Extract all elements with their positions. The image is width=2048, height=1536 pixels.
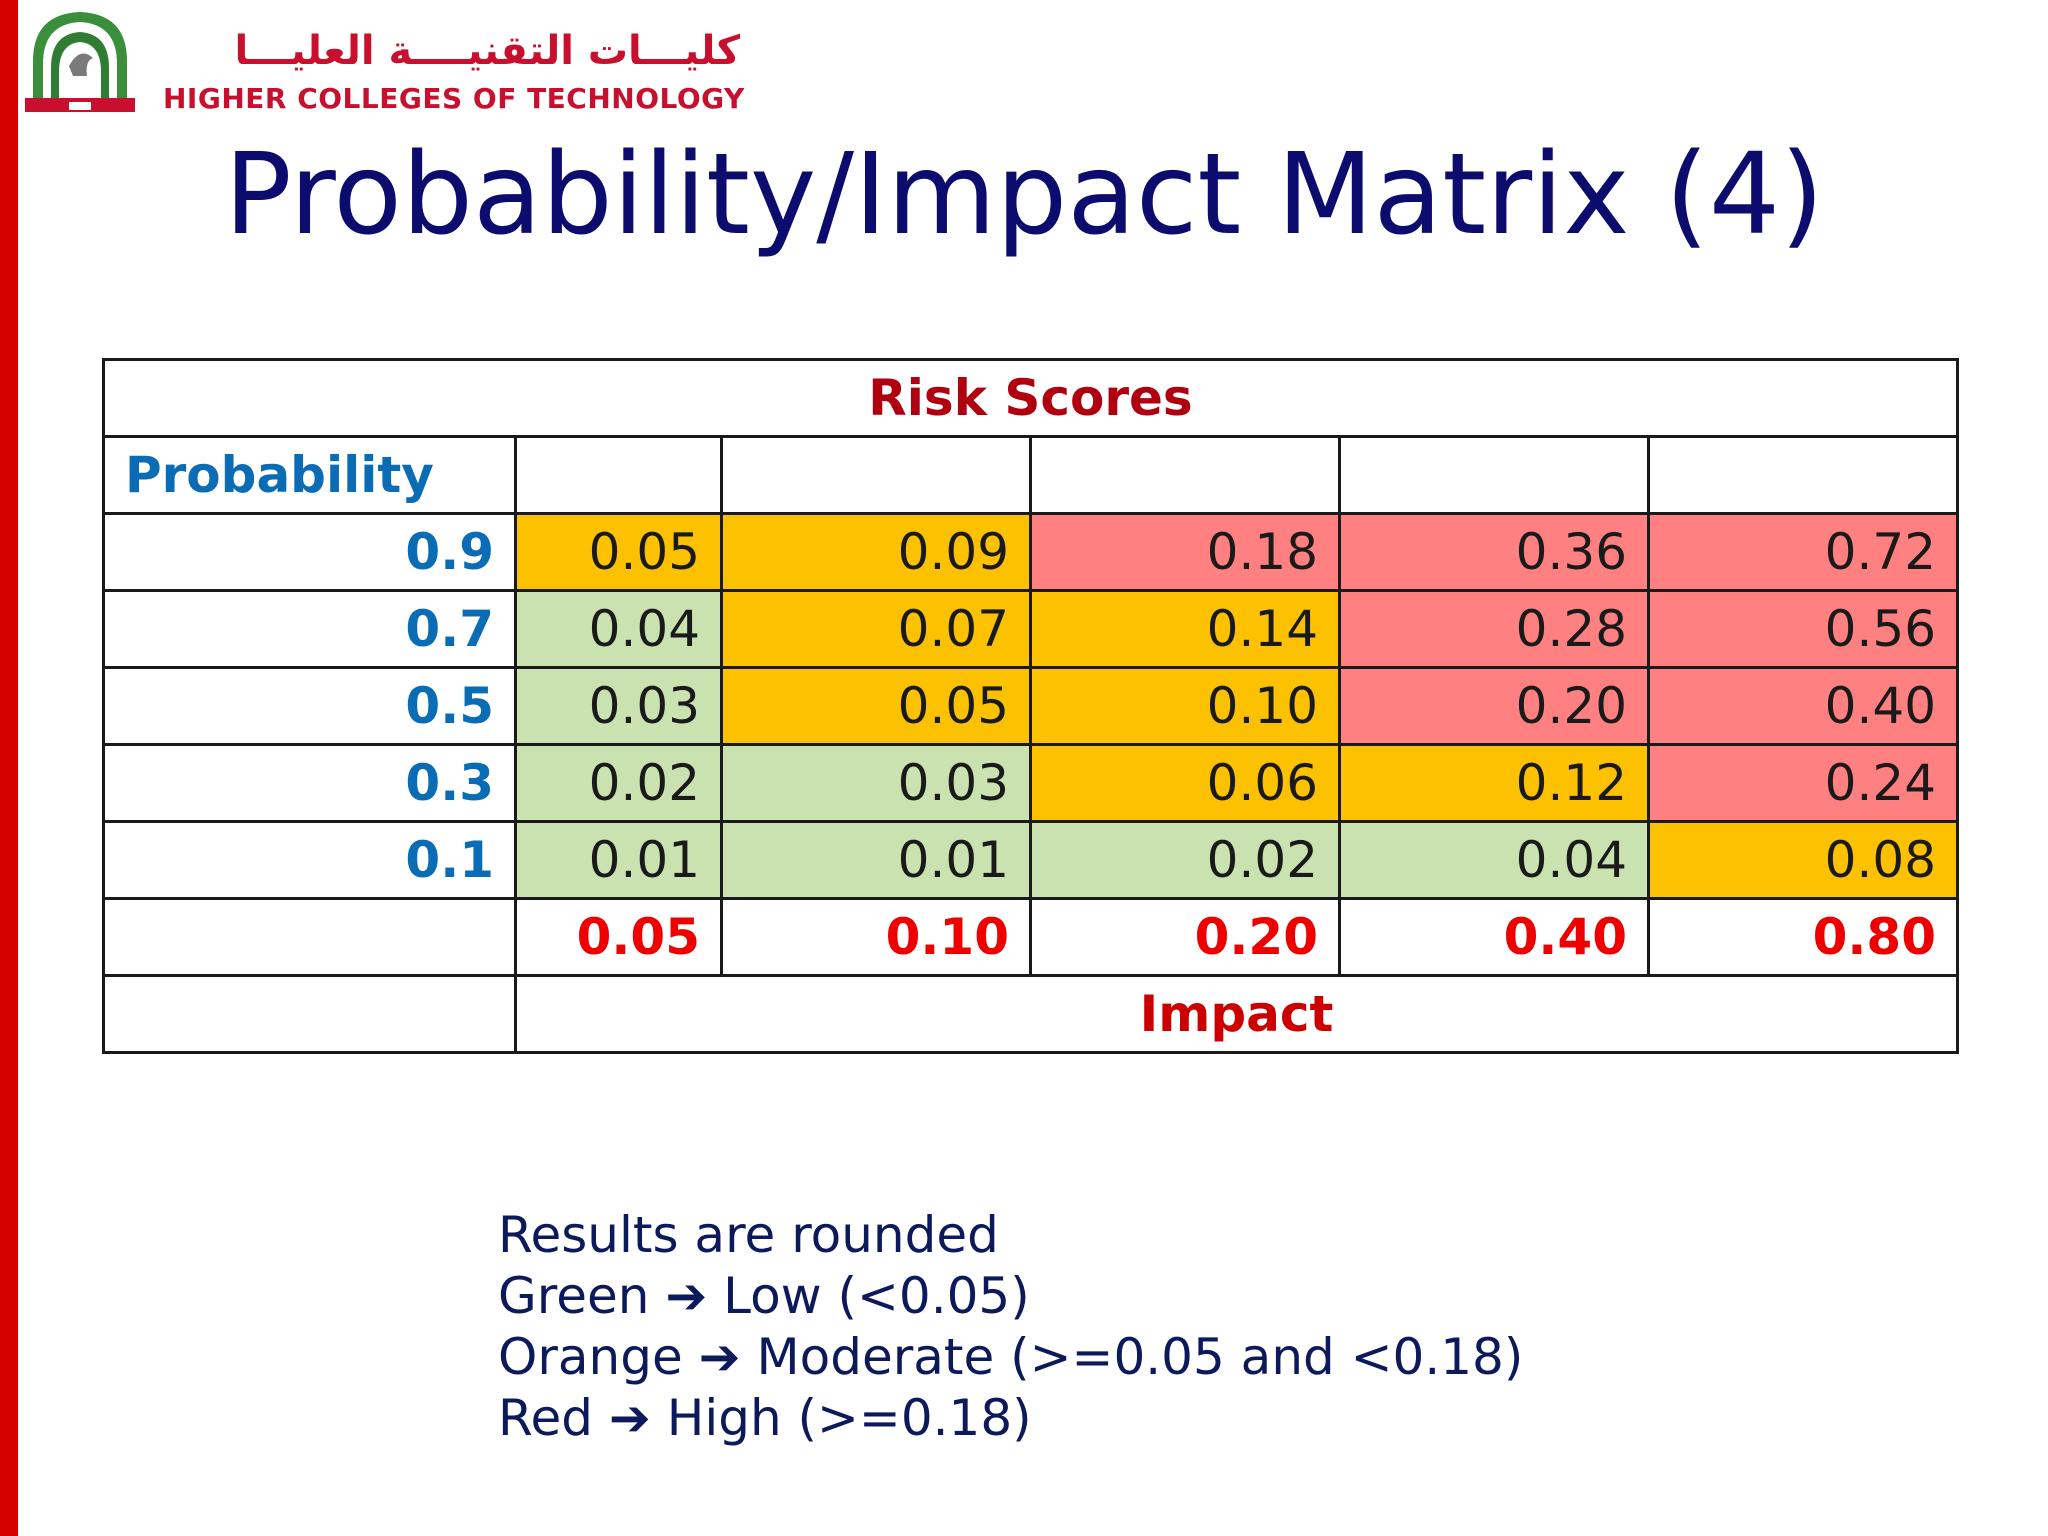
risk-score-cell: 0.18 (1029, 512, 1341, 592)
risk-score-cell: 0.01 (514, 820, 723, 900)
risk-score-cell: 0.10 (1029, 666, 1341, 746)
impact-values-row: 0.05 0.10 0.20 0.40 0.80 (102, 897, 1959, 977)
risk-score-cell: 0.05 (514, 512, 723, 592)
rounding-note: Results are rounded (498, 1205, 1698, 1266)
header-row: Risk Scores (102, 358, 1959, 438)
empty-cell (102, 897, 517, 977)
red-legend: Red ➔ High (>=0.18) (498, 1388, 1698, 1449)
risk-score-cell: 0.04 (1338, 820, 1650, 900)
orange-legend: Orange ➔ Moderate (>=0.05 and <0.18) (498, 1327, 1698, 1388)
risk-score-cell: 0.07 (720, 589, 1032, 669)
impact-value: 0.20 (1029, 897, 1341, 977)
left-accent-bar (0, 0, 18, 1536)
score-row: 0.3 0.02 0.03 0.06 0.12 0.24 (102, 743, 1959, 823)
empty-cell (1338, 435, 1650, 515)
high-description: High (>=0.18) (666, 1389, 1032, 1447)
logo-english-text: HIGHER COLLEGES OF TECHNOLOGY (163, 82, 745, 115)
risk-score-cell: 0.14 (1029, 589, 1341, 669)
empty-cell (1029, 435, 1341, 515)
risk-score-cell: 0.05 (720, 666, 1032, 746)
probability-value: 0.3 (102, 743, 517, 823)
impact-value: 0.40 (1338, 897, 1650, 977)
probability-value: 0.5 (102, 666, 517, 746)
risk-score-cell: 0.04 (514, 589, 723, 669)
college-logo: كليـــات التقنيــــة العليـــا HIGHER CO… (25, 6, 744, 116)
risk-score-cell: 0.72 (1647, 512, 1959, 592)
impact-label-row: Impact (102, 974, 1959, 1054)
impact-value: 0.10 (720, 897, 1032, 977)
moderate-description: Moderate (>=0.05 and <0.18) (756, 1328, 1524, 1386)
risk-score-cell: 0.12 (1338, 743, 1650, 823)
probability-value: 0.7 (102, 589, 517, 669)
risk-score-cell: 0.03 (514, 666, 723, 746)
score-row: 0.9 0.05 0.09 0.18 0.36 0.72 (102, 512, 1959, 592)
probability-value: 0.9 (102, 512, 517, 592)
risk-score-cell: 0.09 (720, 512, 1032, 592)
impact-label: Impact (514, 974, 1959, 1054)
college-emblem-icon (25, 12, 135, 112)
score-row: 0.1 0.01 0.01 0.02 0.04 0.08 (102, 820, 1959, 900)
risk-score-cell: 0.06 (1029, 743, 1341, 823)
slide-title: Probability/Impact Matrix (4) (224, 130, 1824, 260)
risk-score-cell: 0.08 (1647, 820, 1959, 900)
empty-cell (102, 974, 517, 1054)
risk-score-cell: 0.03 (720, 743, 1032, 823)
risk-score-cell: 0.28 (1338, 589, 1650, 669)
arrow-right-icon: ➔ (608, 1389, 651, 1447)
arrow-right-icon: ➔ (698, 1328, 741, 1386)
probability-label-row: Probability (102, 435, 1959, 515)
risk-matrix-table: Risk Scores Probability 0.9 0.05 0.09 0.18 0… (102, 358, 1959, 1054)
risk-score-cell: 0.36 (1338, 512, 1650, 592)
green-label: Green (498, 1267, 650, 1325)
risk-score-cell: 0.24 (1647, 743, 1959, 823)
score-row: 0.7 0.04 0.07 0.14 0.28 0.56 (102, 589, 1959, 669)
impact-value: 0.05 (514, 897, 723, 977)
probability-label: Probability (102, 435, 517, 515)
arrow-right-icon: ➔ (665, 1267, 708, 1325)
logo-arabic-text: كليـــات التقنيــــة العليـــا (234, 28, 740, 74)
empty-cell (720, 435, 1032, 515)
red-label: Red (498, 1389, 593, 1447)
risk-score-cell: 0.02 (1029, 820, 1341, 900)
risk-score-cell: 0.20 (1338, 666, 1650, 746)
risk-scores-header: Risk Scores (102, 358, 1959, 438)
low-description: Low (<0.05) (723, 1267, 1030, 1325)
risk-score-cell: 0.56 (1647, 589, 1959, 669)
green-legend: Green ➔ Low (<0.05) (498, 1266, 1698, 1327)
legend-notes: Results are rounded Green ➔ Low (<0.05) … (498, 1205, 1698, 1449)
risk-score-cell: 0.01 (720, 820, 1032, 900)
probability-value: 0.1 (102, 820, 517, 900)
empty-cell (514, 435, 723, 515)
orange-label: Orange (498, 1328, 683, 1386)
risk-score-cell: 0.02 (514, 743, 723, 823)
score-row: 0.5 0.03 0.05 0.10 0.20 0.40 (102, 666, 1959, 746)
impact-value: 0.80 (1647, 897, 1959, 977)
rounding-note-text: Results are rounded (498, 1206, 999, 1264)
empty-cell (1647, 435, 1959, 515)
risk-score-cell: 0.40 (1647, 666, 1959, 746)
